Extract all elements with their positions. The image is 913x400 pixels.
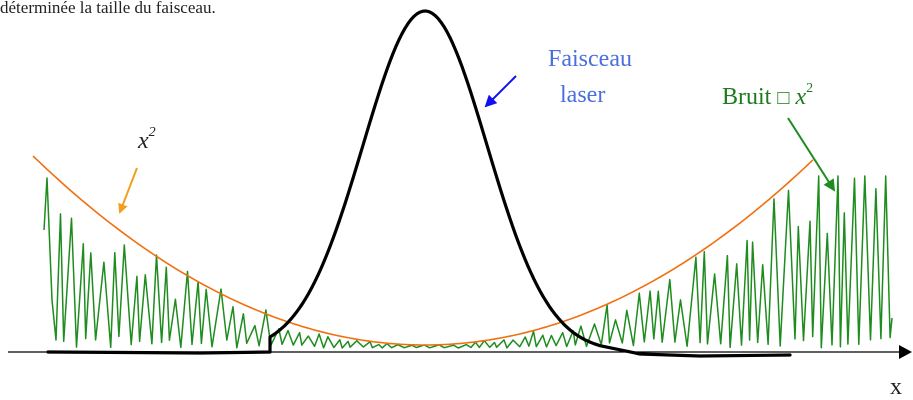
beam-arrow-icon (484, 75, 517, 108)
x2-label: x2 (137, 125, 156, 154)
laser-beam-curve (46, 9, 792, 358)
noise-trace (43, 175, 893, 349)
beam-label-line1: Faisceau (548, 46, 632, 72)
beam-label-line2: laser (560, 82, 605, 108)
caption-text: déterminée la taille du faisceau. (0, 0, 216, 17)
noise-label: Bruit □ x2 (722, 81, 813, 110)
noise-arrow-icon (787, 117, 836, 192)
x-axis-arrow-icon (899, 345, 912, 359)
x2-arrow-icon (118, 167, 138, 214)
axis-label: x (890, 374, 902, 400)
parabola-curve (32, 155, 814, 346)
